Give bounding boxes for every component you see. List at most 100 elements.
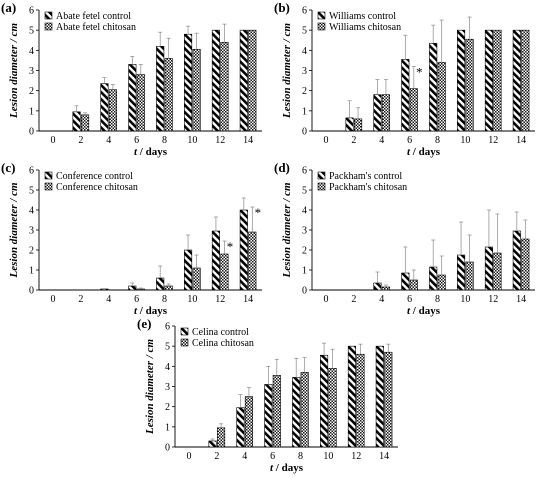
x-tick-label: 12 [488,135,498,146]
y-tick-label: 0 [29,286,34,297]
legend-swatch [180,327,189,336]
x-tick-label: 4 [379,135,384,146]
bar-control [347,345,356,448]
x-tick-label: 0 [50,294,55,305]
x-tick-label: 6 [407,294,412,305]
x-tick-label: 4 [106,294,111,305]
bar-control [239,29,248,132]
legend-swatch [44,182,53,191]
y-tick-label: 6 [29,6,34,17]
y-tick-label: 5 [302,186,307,197]
bar-chitosan [136,288,145,291]
y-tick-label: 5 [165,342,170,353]
bar-control [100,288,109,291]
x-tick-label: 14 [516,135,526,146]
x-axis-variable: t [134,146,138,158]
bar-control [184,249,193,291]
bar-control [373,94,382,132]
bar-chitosan [521,238,530,291]
x-tick-label: 6 [407,135,412,146]
bar-chitosan [192,49,201,132]
y-tick-label: 0 [302,127,307,138]
panel-label: (e) [137,316,151,331]
x-tick-label: 2 [351,294,356,305]
bar-control [429,42,438,132]
y-tick-label: 5 [29,26,34,37]
x-tick-label: 14 [243,135,253,146]
x-tick-label: 4 [106,135,111,146]
legend-label: Abate fetel chitosan [56,22,136,33]
x-axis-variable: t [270,462,274,474]
significance-marker: * [227,239,234,254]
bar-control [484,246,493,291]
bar-control [429,266,438,291]
legend-swatch [317,11,326,20]
y-tick-label: 2 [302,246,307,257]
bar-control [264,384,273,448]
x-tick-label: 4 [242,451,247,462]
x-tick-label: 14 [516,294,526,305]
legend-swatch [44,22,53,31]
y-tick-label: 3 [29,226,34,237]
legend-swatch [180,338,189,347]
bar-control [156,45,165,132]
y-tick-label: 0 [165,443,170,454]
x-tick-label: 12 [351,451,361,462]
bar-chitosan [164,58,173,132]
x-axis-label: t / days [407,146,441,158]
x-axis-unit: / days [137,146,168,158]
x-axis-variable: t [407,305,411,317]
x-tick-label: 10 [187,135,197,146]
bar-chitosan [437,62,446,132]
bar-control [345,117,354,132]
y-axis-label: Lesion diameter / cm [8,23,20,119]
y-axis-label: Lesion diameter / cm [281,23,293,119]
y-tick-label: 1 [302,266,307,277]
bar-chitosan [409,279,418,291]
x-tick-label: 2 [351,135,356,146]
bar-control [156,277,165,291]
bar-control [208,440,217,448]
y-tick-label: 1 [29,266,34,277]
x-tick-label: 8 [162,135,167,146]
bar-control [100,83,109,132]
x-tick-label: 2 [214,451,219,462]
legend-label: Packham's control [329,171,402,182]
x-tick-label: 0 [50,135,55,146]
y-tick-label: 3 [302,66,307,77]
x-axis-label: t / days [407,305,441,317]
bar-chitosan [409,88,418,132]
y-tick-label: 2 [29,86,34,97]
x-tick-label: 14 [379,451,389,462]
bar-control [211,29,220,132]
x-tick-label: 0 [186,451,191,462]
significance-marker: * [255,205,262,220]
bar-chitosan [136,74,145,132]
x-tick-label: 2 [78,135,83,146]
bar-control [128,285,137,291]
bar-control [320,354,329,448]
bar-chitosan [381,94,390,132]
bar-control [239,209,248,291]
bar-chitosan [437,274,446,291]
bar-chitosan [493,29,502,132]
panel-label: (c) [1,160,15,175]
bar-chitosan [300,372,309,448]
bar-control [128,64,137,132]
x-axis-unit: / days [137,305,168,317]
bar-control [184,33,193,132]
x-tick-label: 6 [134,135,139,146]
y-tick-label: 6 [29,166,34,177]
y-tick-label: 6 [302,166,307,177]
bar-chitosan [465,261,474,291]
bar-chitosan [381,286,390,291]
x-tick-label: 0 [323,294,328,305]
bar-chitosan [521,29,530,132]
bar-control [512,230,521,291]
legend-swatch [317,22,326,31]
